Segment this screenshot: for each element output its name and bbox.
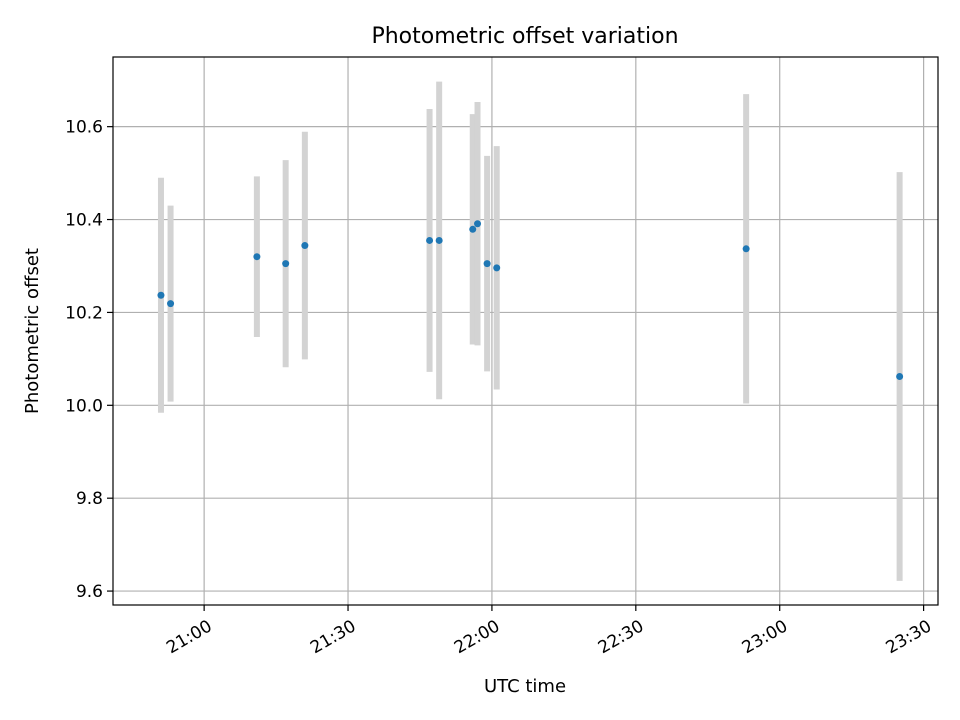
y-axis-ticks: 9.6 9.8 10.0 10.2 10.4 10.6	[65, 118, 113, 602]
grid	[113, 57, 938, 605]
y-tick-label: 9.8	[76, 489, 103, 509]
data-point	[167, 300, 175, 308]
data-point	[469, 225, 477, 233]
data-point	[474, 220, 482, 228]
data-point	[253, 253, 261, 261]
data-point	[896, 373, 904, 381]
data-point	[157, 291, 165, 299]
data-point	[282, 260, 290, 268]
chart-title: Photometric offset variation	[371, 24, 678, 49]
y-tick-label: 10.0	[65, 396, 103, 416]
y-axis-label: Photometric offset	[22, 248, 43, 414]
plot-frame	[112, 56, 939, 606]
data-point	[742, 245, 750, 253]
y-tick-label: 10.6	[65, 118, 103, 138]
y-tick-label: 10.2	[65, 303, 103, 323]
data-point	[493, 264, 501, 272]
data-points	[157, 220, 904, 381]
data-point	[426, 236, 434, 244]
y-tick-label: 9.6	[76, 582, 103, 602]
x-axis-label: UTC time	[484, 676, 566, 697]
data-point	[301, 242, 309, 250]
data-point	[435, 236, 443, 244]
data-point	[483, 260, 491, 268]
y-tick-label: 10.4	[65, 211, 103, 231]
